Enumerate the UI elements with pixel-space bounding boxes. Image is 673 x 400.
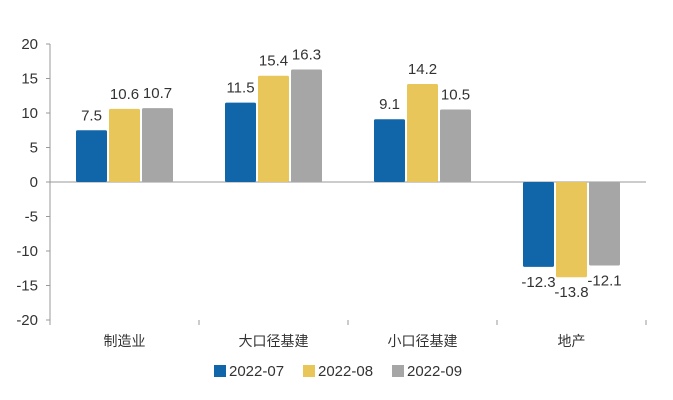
data-label: 7.5: [81, 107, 102, 124]
bar-2022-09: [291, 69, 322, 182]
bars: [76, 69, 620, 278]
bar-2022-09: [440, 109, 471, 182]
data-label: 10.5: [441, 87, 470, 104]
legend-label: 2022-09: [407, 363, 462, 380]
bar-2022-07: [523, 182, 554, 267]
y-tick-label: 5: [30, 140, 38, 157]
legend-swatch-2022-08: [303, 365, 315, 377]
bar-2022-08: [556, 182, 587, 278]
data-label: 14.2: [408, 61, 437, 78]
y-tick-label: -10: [16, 243, 38, 260]
x-category-label: 小口径基建: [388, 333, 458, 350]
y-tick-label: -15: [16, 278, 38, 295]
x-category-label: 地产: [558, 334, 586, 350]
data-label: 10.6: [110, 86, 139, 103]
bar-2022-09: [589, 182, 620, 266]
legend-swatch-2022-09: [392, 365, 404, 377]
legend-label: 2022-07: [229, 363, 284, 380]
data-label: 10.7: [143, 85, 172, 102]
y-tick-label: -5: [25, 209, 38, 226]
x-category-label: 大口径基建: [239, 333, 309, 350]
data-label: 11.5: [226, 80, 254, 97]
bar-2022-08: [109, 108, 140, 182]
y-axis: 20 15 10 5 0 -5 -10 -15 -20: [16, 36, 51, 329]
data-label: 16.3: [292, 47, 321, 64]
data-label: -12.3: [521, 274, 555, 291]
data-label: 15.4: [259, 53, 288, 70]
y-tick-label: 20: [21, 36, 38, 53]
bar-2022-08: [407, 84, 438, 182]
bar-2022-08: [258, 75, 289, 182]
data-label: -12.1: [587, 272, 621, 289]
data-label: 9.1: [379, 96, 400, 113]
legend-swatch-2022-07: [214, 365, 226, 377]
y-tick-label: 0: [30, 174, 38, 191]
bar-2022-07: [225, 102, 256, 182]
y-tick-label: 15: [21, 71, 38, 88]
bar-2022-07: [76, 130, 107, 182]
data-label: -13.8: [554, 284, 588, 301]
x-category-label: 制造业: [104, 334, 146, 350]
bar-2022-09: [142, 108, 173, 182]
data-labels: 7.510.6 10.7 11.515.4 16.39.114.210.5-12.3-…: [81, 47, 622, 302]
y-tick-label: 10: [21, 105, 38, 122]
legend-label: 2022-08: [318, 363, 373, 380]
y-tick-label: -20: [16, 312, 38, 329]
bar-2022-07: [374, 119, 405, 182]
legend: 2022-07 2022-08 2022-09: [214, 363, 462, 380]
